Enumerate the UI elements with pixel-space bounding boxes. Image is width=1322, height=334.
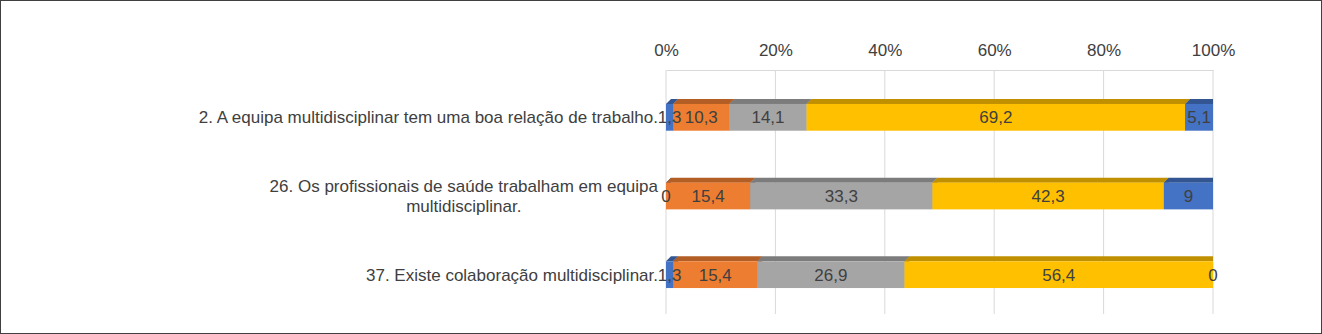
tick-label: 40% bbox=[868, 41, 902, 60]
bar-segment bbox=[1164, 178, 1213, 210]
data-label: 69,2 bbox=[979, 108, 1012, 127]
category-label: 26. Os profissionais de saúde trabalham … bbox=[270, 177, 659, 216]
bar bbox=[807, 104, 1186, 131]
tick: 20% bbox=[759, 41, 793, 70]
tick-label: 80% bbox=[1087, 41, 1121, 60]
frame bbox=[1, 1, 1322, 334]
data-labels: 1,301,310,315,415,414,133,326,969,242,35… bbox=[658, 108, 1218, 284]
data-label: 42,3 bbox=[1032, 187, 1065, 206]
bar-top bbox=[807, 99, 1191, 104]
bar bbox=[729, 104, 806, 131]
bar-segment bbox=[673, 99, 734, 131]
bar-top bbox=[932, 178, 1168, 183]
tick-label: 20% bbox=[759, 41, 793, 60]
bar-segment bbox=[750, 178, 937, 210]
bar-segment bbox=[932, 178, 1168, 210]
category-label: 2. A equipa multidisciplinar tem uma boa… bbox=[199, 108, 658, 127]
tick: 80% bbox=[1087, 41, 1121, 70]
tick-label: 0% bbox=[654, 41, 679, 60]
bar bbox=[1164, 183, 1213, 210]
category-label: 37. Existe colaboração multidisciplinar. bbox=[366, 266, 658, 285]
bar-top bbox=[666, 178, 755, 183]
data-label: 14,1 bbox=[751, 108, 784, 127]
bar-segment bbox=[673, 256, 762, 288]
tick: 100% bbox=[1192, 41, 1235, 70]
data-label: 0 bbox=[1208, 266, 1217, 285]
grid bbox=[666, 70, 1213, 314]
data-label: 15,4 bbox=[699, 266, 732, 285]
data-label: 56,4 bbox=[1042, 266, 1075, 285]
data-label: 15,4 bbox=[692, 187, 725, 206]
bar-segment bbox=[807, 99, 1191, 131]
tick: 40% bbox=[868, 41, 902, 70]
data-label: 10,3 bbox=[685, 108, 718, 127]
series bbox=[1164, 99, 1213, 288]
series bbox=[807, 99, 1213, 288]
data-label: 1,3 bbox=[658, 266, 682, 285]
tick: 0% bbox=[654, 41, 679, 70]
bar-top bbox=[673, 256, 762, 261]
bar bbox=[904, 261, 1213, 288]
bar-top bbox=[757, 256, 909, 261]
bar-segment bbox=[757, 256, 909, 288]
bar bbox=[757, 261, 904, 288]
data-label: 5,1 bbox=[1187, 108, 1211, 127]
bar-top bbox=[904, 256, 1213, 261]
bar-segment bbox=[729, 99, 811, 131]
data-label: 1,3 bbox=[658, 108, 682, 127]
bar bbox=[673, 261, 757, 288]
bar-top bbox=[750, 178, 937, 183]
bar-segment bbox=[1185, 99, 1213, 131]
axis-line bbox=[667, 70, 1214, 71]
data-label: 33,3 bbox=[825, 187, 858, 206]
x-axis: 0% 20% 40% 60% 80% 100% bbox=[654, 41, 1235, 71]
data-label: 0 bbox=[661, 187, 670, 206]
bar-segment bbox=[666, 178, 755, 210]
data-label: 26,9 bbox=[814, 266, 847, 285]
category-labels: 2. A equipa multidisciplinar tem uma boa… bbox=[199, 108, 659, 284]
bar bbox=[673, 104, 729, 131]
data-label: 9 bbox=[1184, 187, 1193, 206]
bar-top bbox=[729, 99, 811, 104]
tick: 60% bbox=[978, 41, 1012, 70]
tick-label: 100% bbox=[1192, 41, 1235, 60]
bar-top bbox=[1164, 178, 1213, 183]
bar bbox=[932, 183, 1163, 210]
bars bbox=[666, 99, 1213, 288]
bar-top bbox=[1185, 99, 1213, 104]
bar bbox=[750, 183, 932, 210]
bar bbox=[666, 183, 750, 210]
chart: 0% 20% 40% 60% 80% 100% 2. A equipa multidisci… bbox=[0, 0, 1322, 334]
bar-segment bbox=[904, 256, 1213, 288]
bar-top bbox=[673, 99, 734, 104]
bar bbox=[1185, 104, 1213, 131]
tick-label: 60% bbox=[978, 41, 1012, 60]
